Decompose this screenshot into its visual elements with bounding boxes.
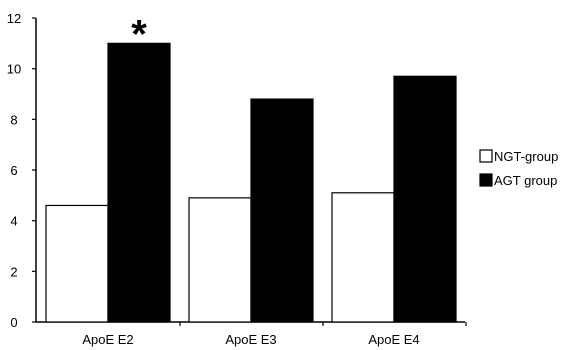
legend-swatch	[479, 173, 493, 187]
y-tick-label: 10	[7, 62, 21, 77]
plot-area: 0 2 4 6 8 10 12 ApoE E2 ApoE E3 ApoE E4 * NGT-group…	[7, 11, 559, 347]
x-tick-label: ApoE E2	[82, 332, 133, 347]
y-tick-label: 0	[10, 315, 17, 330]
bar-agt-group-1	[250, 98, 314, 323]
bar-ngt-group-0	[45, 204, 109, 323]
significance-asterisk: *	[131, 12, 147, 56]
y-tick-label: 8	[10, 112, 17, 127]
bar-agt-group-2	[393, 75, 457, 323]
y-tick-label: 2	[10, 264, 17, 279]
bar-agt-group-0	[107, 42, 171, 323]
x-tick-label: ApoE E4	[368, 332, 419, 347]
y-tick-label: 12	[7, 11, 21, 26]
legend-swatch	[479, 149, 493, 163]
y-tick-label: 4	[10, 214, 17, 229]
bar-ngt-group-1	[188, 197, 252, 323]
y-tick-label: 6	[10, 163, 17, 178]
legend-label: AGT group	[494, 173, 557, 188]
x-tick-label: ApoE E3	[225, 332, 276, 347]
bar-ngt-group-2	[331, 192, 395, 323]
legend-label: NGT-group	[494, 149, 558, 164]
